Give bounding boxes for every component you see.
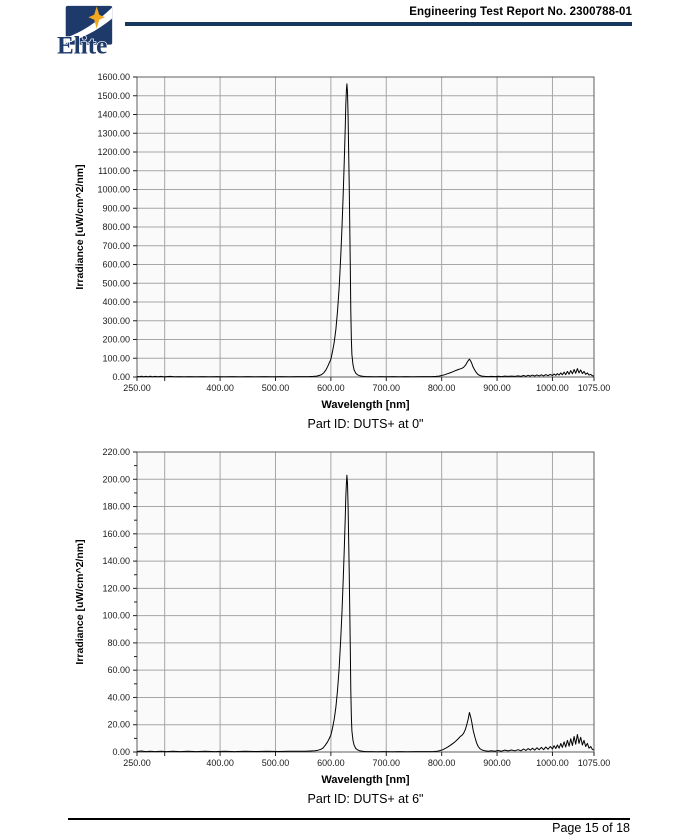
y-tick-label: 140.00 xyxy=(102,556,130,566)
chart2-caption: Part ID: DUTS+ at 6" xyxy=(307,792,424,806)
y-tick-label: 600.00 xyxy=(102,260,130,270)
x-tick-label: 1075.00 xyxy=(578,383,611,393)
spectrum-plot-at-0-inch: 250.00 400.00 500.00 600.00 700.00 800.00 900.… xyxy=(97,72,611,393)
x-tick-label: 700.00 xyxy=(373,383,401,393)
y-tick-label: 200.00 xyxy=(102,335,130,345)
logo-star-icon xyxy=(88,6,105,29)
report-title: Engineering Test Report No. 2300788-01 xyxy=(409,6,632,18)
y-tick-label: 180.00 xyxy=(102,502,130,512)
x-tick-label: 700.00 xyxy=(373,758,401,768)
chart1-caption: Part ID: DUTS+ at 0" xyxy=(307,417,424,431)
y-tick-label: 700.00 xyxy=(102,241,130,251)
y-tick-label: 1100.00 xyxy=(98,166,130,176)
x-tick-label: 600.00 xyxy=(317,383,345,393)
chart1-x-axis-title: Wavelength [nm] xyxy=(321,399,410,411)
x-tick-label: 800.00 xyxy=(428,758,456,768)
spectrum-trace xyxy=(136,474,595,753)
logo-swoosh xyxy=(65,7,113,44)
x-tick-label: 600.00 xyxy=(317,758,345,768)
x-tick-label: 900.00 xyxy=(483,758,511,768)
y-tick-label: 500.00 xyxy=(102,278,130,288)
y-tick-label: 0.00 xyxy=(112,372,130,382)
x-tick-label: 1075.00 xyxy=(578,758,611,768)
x-tick-label: 250.00 xyxy=(123,758,151,768)
header-rule xyxy=(125,22,632,26)
y-tick-label: 20.00 xyxy=(107,720,130,730)
spectrum-trace xyxy=(136,83,595,378)
y-tick-label: 220.00 xyxy=(102,447,130,457)
spectrum-plot-at-6-inch: 250.00 400.00 500.00 600.00 700.00 800.00 900.… xyxy=(102,447,611,768)
y-tick-label: 100.00 xyxy=(102,353,130,363)
x-tick-label: 1000.00 xyxy=(536,383,569,393)
y-tick-label: 0.00 xyxy=(112,747,130,757)
y-tick-label: 800.00 xyxy=(102,222,130,232)
y-tick-label: 80.00 xyxy=(107,638,130,648)
y-tick-label: 1300.00 xyxy=(97,128,130,138)
y-tick-label: 1200.00 xyxy=(97,147,130,157)
chart2-x-axis-title: Wavelength [nm] xyxy=(321,774,410,786)
elite-logo: Elite xyxy=(56,5,113,60)
y-tick-label: 300.00 xyxy=(102,316,130,326)
y-tick-label: 160.00 xyxy=(102,529,130,539)
logo-wordmark: Elite xyxy=(57,32,107,59)
y-tick-label: 900.00 xyxy=(102,203,130,213)
x-tick-label: 500.00 xyxy=(262,758,290,768)
y-tick-label: 200.00 xyxy=(102,474,130,484)
y-tick-label: 40.00 xyxy=(107,692,130,702)
x-tick-label: 250.00 xyxy=(123,383,151,393)
x-tick-label: 900.00 xyxy=(483,383,511,393)
x-tick-label: 400.00 xyxy=(206,758,234,768)
y-tick-label: 120.00 xyxy=(102,583,130,593)
y-tick-label: 1400.00 xyxy=(97,110,130,120)
y-tick-label: 100.00 xyxy=(102,611,130,621)
y-tick-label: 1500.00 xyxy=(97,91,130,101)
x-tick-label: 800.00 xyxy=(428,383,456,393)
page-number: Page 15 of 18 xyxy=(552,821,630,835)
footer-rule xyxy=(68,818,630,820)
y-tick-label: 400.00 xyxy=(102,297,130,307)
y-tick-label: 1600.00 xyxy=(97,72,130,82)
plot-area xyxy=(137,452,594,752)
x-tick-label: 500.00 xyxy=(262,383,290,393)
y-tick-label: 60.00 xyxy=(107,665,130,675)
x-tick-label: 1000.00 xyxy=(536,758,569,768)
y-tick-label: 1000.00 xyxy=(97,185,130,195)
x-tick-label: 400.00 xyxy=(206,383,234,393)
